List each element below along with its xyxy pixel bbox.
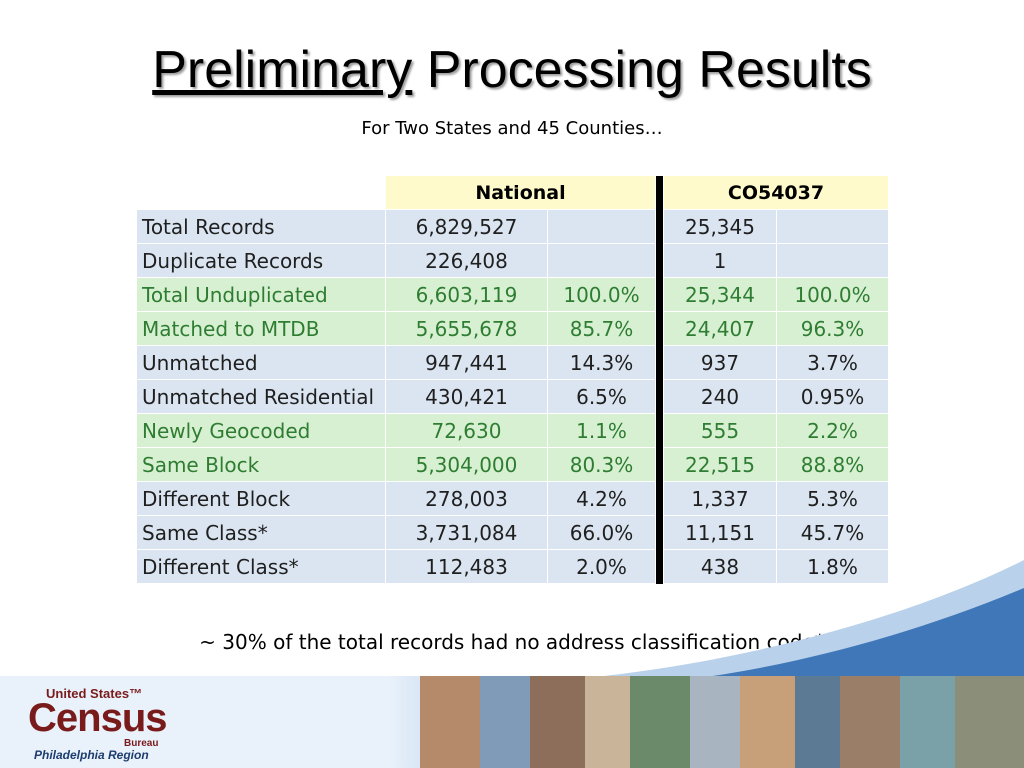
co54037-percent: [776, 209, 889, 244]
column-separator: [655, 311, 664, 346]
co54037-count: 240: [663, 379, 777, 414]
header-blank-cell: [136, 175, 386, 210]
table-body: Total Records 6,829,527 25,345 Duplicate Re…: [136, 209, 889, 584]
co54037-percent: 45.7%: [776, 515, 889, 550]
table-row: Duplicate Records 226,408 1: [136, 243, 889, 278]
column-separator: [655, 345, 664, 380]
co54037-percent: 1.8%: [776, 549, 889, 584]
co54037-count: 1: [663, 243, 777, 278]
slide-subtitle: For Two States and 45 Counties…: [361, 118, 663, 139]
national-count: 278,003: [385, 481, 548, 516]
national-percent: 14.3%: [547, 345, 656, 380]
column-separator: [655, 243, 664, 278]
table-header-row: National CO54037: [136, 175, 889, 210]
national-count: 6,829,527: [385, 209, 548, 244]
column-separator: [655, 209, 664, 244]
header-national: National: [385, 175, 656, 210]
co54037-count: 555: [663, 413, 777, 448]
national-count: 3,731,084: [385, 515, 548, 550]
co54037-percent: 96.3%: [776, 311, 889, 346]
table-row: Unmatched Residential 430,421 6.5% 240 0.95%: [136, 379, 889, 414]
row-label: Same Class*: [136, 515, 386, 550]
table-row: Same Class* 3,731,084 66.0% 11,151 45.7%: [136, 515, 889, 550]
row-label: Same Block: [136, 447, 386, 482]
column-separator: [655, 549, 664, 584]
row-label: Different Class*: [136, 549, 386, 584]
table-row: Matched to MTDB 5,655,678 85.7% 24,407 96.3%: [136, 311, 889, 346]
column-separator: [655, 515, 664, 550]
logo-bureau: Bureau: [124, 738, 159, 749]
national-percent: 1.1%: [547, 413, 656, 448]
co54037-percent: 2.2%: [776, 413, 889, 448]
co54037-count: 22,515: [663, 447, 777, 482]
results-table: National CO54037 Total Records 6,829,527 2…: [136, 175, 889, 584]
national-percent: 80.3%: [547, 447, 656, 482]
row-label: Unmatched: [136, 345, 386, 380]
national-percent: 66.0%: [547, 515, 656, 550]
title-underlined-word: Preliminary: [152, 41, 413, 99]
national-count: 5,304,000: [385, 447, 548, 482]
row-label: Newly Geocoded: [136, 413, 386, 448]
logo-census: Census: [28, 696, 167, 740]
column-separator: [655, 277, 664, 312]
co54037-percent: 88.8%: [776, 447, 889, 482]
national-count: 5,655,678: [385, 311, 548, 346]
national-percent: [547, 243, 656, 278]
title-rest: Processing Results: [412, 41, 872, 99]
co54037-count: 11,151: [663, 515, 777, 550]
co54037-percent: 5.3%: [776, 481, 889, 516]
column-separator: [655, 481, 664, 516]
census-bureau-logo: United States™ Census Bureau Philadelphi…: [18, 686, 178, 764]
national-percent: 4.2%: [547, 481, 656, 516]
national-count: 72,630: [385, 413, 548, 448]
column-separator: [655, 413, 664, 448]
table-row: Newly Geocoded 72,630 1.1% 555 2.2%: [136, 413, 889, 448]
column-separator: [655, 447, 664, 482]
logo-region: Philadelphia Region: [34, 748, 149, 762]
decorative-swoosh: [604, 560, 1024, 700]
national-percent: 2.0%: [547, 549, 656, 584]
column-separator: [655, 379, 664, 414]
row-label: Matched to MTDB: [136, 311, 386, 346]
row-label: Total Unduplicated: [136, 277, 386, 312]
co54037-count: 1,337: [663, 481, 777, 516]
row-label: Duplicate Records: [136, 243, 386, 278]
national-percent: [547, 209, 656, 244]
row-label: Total Records: [136, 209, 386, 244]
co54037-percent: 0.95%: [776, 379, 889, 414]
slide-title: Preliminary Processing Results: [0, 38, 1024, 102]
column-separator: [655, 175, 664, 210]
table-row: Different Block 278,003 4.2% 1,337 5.3%: [136, 481, 889, 516]
logo-united-states: United States™: [46, 686, 143, 701]
co54037-percent: [776, 243, 889, 278]
table-row: Total Unduplicated 6,603,119 100.0% 25,344 1…: [136, 277, 889, 312]
table-row: Different Class* 112,483 2.0% 438 1.8%: [136, 549, 889, 584]
national-percent: 100.0%: [547, 277, 656, 312]
footnote: ~ 30% of the total records had no addres…: [199, 630, 825, 654]
co54037-count: 438: [663, 549, 777, 584]
co54037-count: 937: [663, 345, 777, 380]
photo-collage: [420, 676, 1024, 768]
national-percent: 6.5%: [547, 379, 656, 414]
national-count: 226,408: [385, 243, 548, 278]
table-row: Total Records 6,829,527 25,345: [136, 209, 889, 244]
national-count: 6,603,119: [385, 277, 548, 312]
row-label: Different Block: [136, 481, 386, 516]
co54037-percent: 100.0%: [776, 277, 889, 312]
national-count: 947,441: [385, 345, 548, 380]
national-percent: 85.7%: [547, 311, 656, 346]
header-co54037: CO54037: [663, 175, 889, 210]
row-label: Unmatched Residential: [136, 379, 386, 414]
national-count: 430,421: [385, 379, 548, 414]
co54037-count: 25,344: [663, 277, 777, 312]
national-count: 112,483: [385, 549, 548, 584]
co54037-percent: 3.7%: [776, 345, 889, 380]
co54037-count: 24,407: [663, 311, 777, 346]
co54037-count: 25,345: [663, 209, 777, 244]
table-row: Same Block 5,304,000 80.3% 22,515 88.8%: [136, 447, 889, 482]
table-row: Unmatched 947,441 14.3% 937 3.7%: [136, 345, 889, 380]
